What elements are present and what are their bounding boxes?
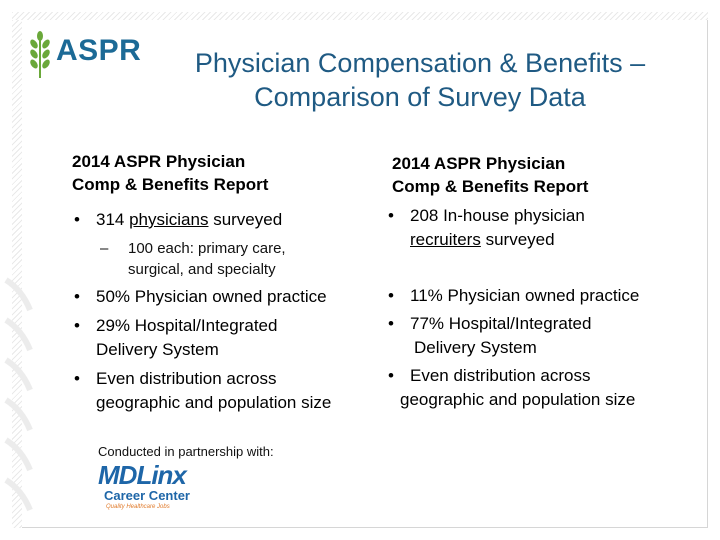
left-b4-line-2: geographic and population size (96, 393, 332, 412)
left-b4-line-1: Even distribution across (96, 369, 277, 388)
bullet-marker: • (74, 210, 80, 229)
title-line-2: Comparison of Survey Data (254, 82, 586, 112)
right-b3-line-1: 77% Hospital/Integrated (410, 314, 592, 333)
right-b3-line-2: Delivery System (414, 338, 537, 357)
left-b3-line-1: 29% Hospital/Integrated (96, 316, 278, 335)
left-column-heading: 2014 ASPR Physician Comp & Benefits Repo… (72, 150, 268, 196)
right-heading-line-2: Comp & Benefits Report (392, 177, 589, 196)
bullet-marker: • (74, 316, 80, 335)
left-heading-line-1: 2014 ASPR Physician (72, 152, 246, 171)
left-texture-band (12, 20, 22, 528)
wheat-logo-icon (30, 31, 50, 78)
mdlinx-wordmark: MDLinx (98, 460, 187, 491)
right-b1-suffix: surveyed (480, 230, 555, 249)
slide-title: Physician Compensation & Benefits – Comp… (140, 46, 700, 114)
right-b2-text: 11% Physician owned practice (410, 286, 640, 305)
bullet-marker: • (74, 287, 80, 306)
bullet-marker: • (388, 286, 394, 305)
left-b3-line-2: Delivery System (96, 340, 219, 359)
bullet-marker: • (388, 314, 394, 333)
mdlinx-tagline: Quality Healthcare Jobs (106, 504, 170, 510)
left-heading-line-2: Comp & Benefits Report (72, 175, 269, 194)
bullet-marker: • (74, 369, 80, 388)
left-sub-line-1: 100 each: primary care, (128, 240, 286, 257)
right-heading-line-1: 2014 ASPR Physician (392, 154, 566, 173)
right-b4-line-2: geographic and population size (400, 390, 636, 409)
top-texture-band (12, 12, 708, 20)
right-b4-line-1: Even distribution across (410, 366, 591, 385)
mdlinx-career-center: Career Center (104, 488, 190, 503)
right-b1-line-1: 208 In-house physician (410, 206, 585, 225)
physicians-link[interactable]: physicians (129, 210, 209, 229)
left-b2-text: 50% Physician owned practice (96, 287, 327, 306)
sub-bullet-marker: – (100, 240, 109, 257)
left-b1-prefix: 314 (96, 210, 130, 229)
mdlinx-logo: MDLinx Career Center Quality Healthcare … (98, 460, 208, 516)
mdlinx-linx: Linx (136, 460, 186, 490)
right-column-heading: 2014 ASPR Physician Comp & Benefits Repo… (392, 152, 588, 198)
partner-label: Conducted in partnership with: (98, 444, 274, 459)
bullet-marker: • (388, 366, 394, 385)
wheat-watermark-icon (0, 270, 40, 530)
left-sub-line-2: surgical, and specialty (128, 261, 276, 278)
mdlinx-md: MD (98, 460, 137, 490)
left-b1-suffix: surveyed (208, 210, 283, 229)
title-line-1: Physician Compensation & Benefits – (194, 48, 646, 78)
recruiters-link[interactable]: recruiters (410, 230, 481, 249)
aspr-logo: ASPR (26, 30, 142, 78)
bullet-marker: • (388, 206, 394, 225)
logo-wordmark: ASPR (56, 34, 142, 67)
